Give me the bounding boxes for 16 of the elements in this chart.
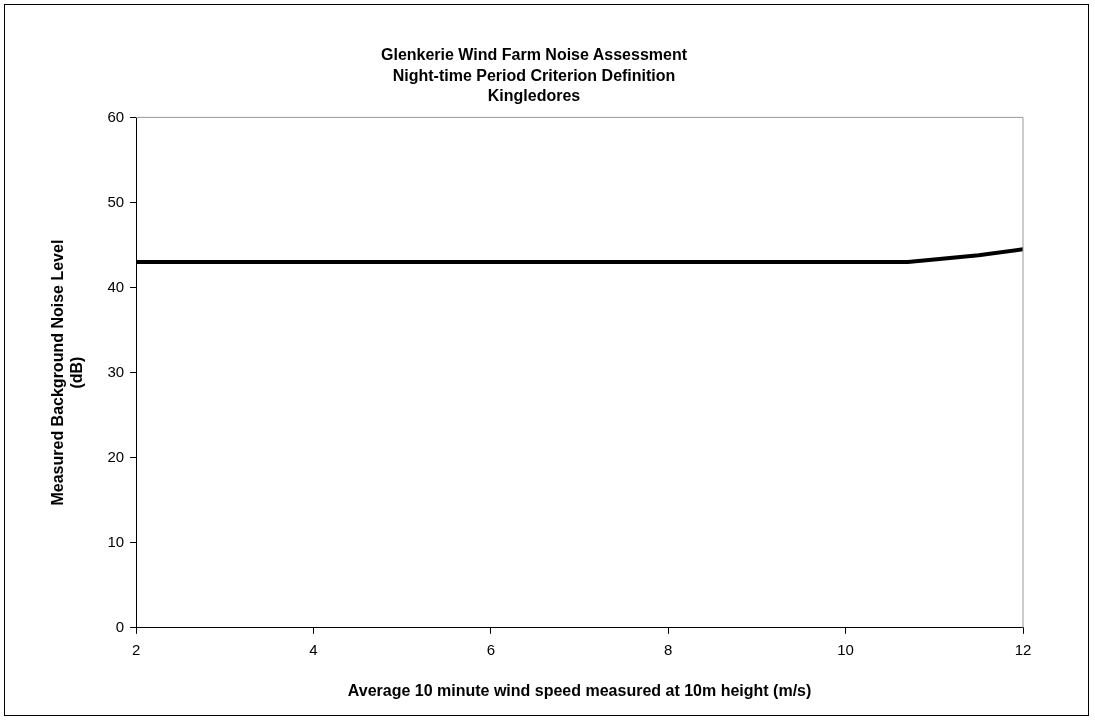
y-tick-label: 10 [107, 532, 125, 550]
x-axis-title: Average 10 minute wind speed measured at 10m height (m/s) [347, 681, 812, 699]
y-tick-label: 40 [107, 277, 125, 295]
y-tick-label: 50 [107, 192, 125, 210]
y-tick-label: 60 [107, 107, 125, 125]
y-tick-label: 0 [115, 617, 125, 635]
y-tick-label: 20 [107, 447, 125, 465]
x-tick-label: 2 [131, 640, 141, 658]
y-tick-label: 30 [107, 362, 125, 380]
x-tick-label: 8 [664, 640, 673, 658]
x-tick-label: 12 [1014, 640, 1032, 658]
y-axis-title: Measured Background Noise Level (dB) [49, 239, 86, 506]
x-tick-label: 6 [486, 640, 496, 658]
x-tick-label: 4 [309, 640, 318, 658]
chart-title: Glenkerie Wind Farm Noise Assessment Night-time Period Criterion Definition Kingledores [380, 45, 688, 105]
x-tick-label: 10 [837, 640, 854, 658]
